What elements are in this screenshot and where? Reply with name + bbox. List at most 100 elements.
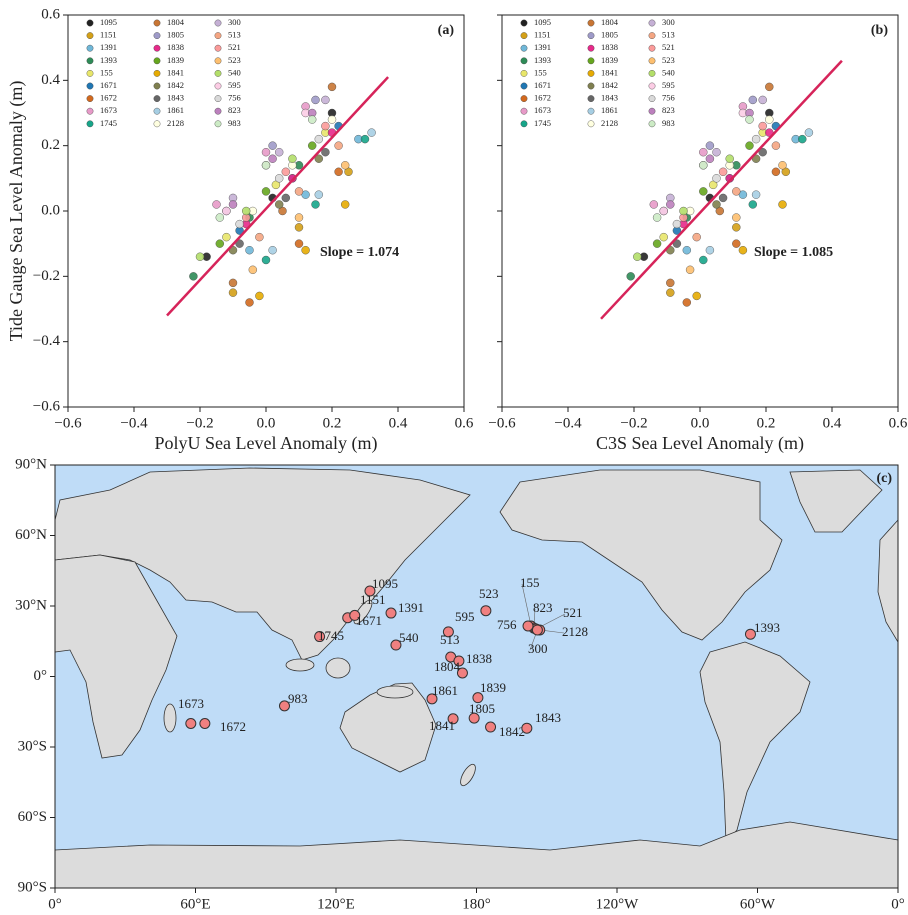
legend-label: 155 (534, 67, 547, 77)
legend-label: 540 (662, 67, 675, 77)
station-point (390, 639, 402, 651)
legend-label: 1673 (100, 105, 117, 115)
scatter-point (732, 223, 741, 232)
station-label: 1841 (429, 718, 455, 733)
legend-label: 1673 (534, 105, 551, 115)
station-label: 1861 (432, 683, 458, 698)
africa (54, 554, 178, 759)
legend-label: 1095 (534, 17, 551, 27)
legend-marker (86, 120, 94, 128)
legend-marker (153, 120, 161, 128)
scatter-point (633, 252, 642, 261)
station-point (364, 585, 376, 597)
y-tick-label: 0.0 (41, 202, 60, 218)
legend-label: 513 (228, 30, 241, 40)
scatter-point (666, 288, 675, 297)
station-label: 595 (455, 609, 475, 624)
x-tick-label: 0.0 (257, 415, 276, 431)
axes-frame (67, 14, 465, 408)
station-point (744, 628, 756, 640)
scatter-point (771, 167, 781, 177)
legend-marker (153, 19, 161, 27)
legend-label: 1745 (534, 118, 551, 128)
scatter-point (699, 161, 708, 170)
station-point (426, 693, 438, 705)
legend-label: 521 (228, 42, 241, 52)
legend-marker (520, 120, 528, 128)
x-tick-label: 0.4 (823, 415, 842, 431)
y-tick-label: 0.2 (41, 137, 60, 153)
scatter-point (765, 115, 774, 124)
scatter-point (692, 291, 701, 301)
legend-marker (648, 120, 656, 128)
legend-marker (86, 57, 94, 65)
legend-label: 1391 (534, 42, 551, 52)
scatter-point (327, 82, 337, 92)
scatter-point (745, 141, 754, 150)
scatter-point (327, 115, 337, 124)
legend-marker (214, 70, 222, 77)
map-base (54, 465, 899, 889)
legend-marker (153, 32, 161, 39)
station-label: 2128 (562, 624, 588, 639)
scatter-point (778, 200, 787, 209)
scatter-point (758, 95, 767, 105)
station-label: 523 (479, 586, 499, 601)
panel-label: (c) (876, 471, 892, 486)
scatter-point (294, 223, 304, 232)
legend-marker (520, 82, 528, 90)
scatter-point (682, 245, 691, 255)
scatter-point (725, 154, 734, 163)
station-label: 1838 (466, 651, 492, 666)
scatter-point (245, 245, 254, 255)
scatter-point (189, 272, 198, 281)
legend-label: 595 (662, 80, 675, 90)
legend-label: 983 (228, 118, 241, 128)
leader-line (521, 583, 532, 627)
x-tick-label: −0.2 (620, 415, 647, 431)
y-tick-label: −0.4 (33, 333, 61, 349)
station-point (472, 692, 484, 704)
scatter-point (281, 167, 290, 177)
station-point (485, 721, 497, 733)
legend-marker (214, 95, 222, 103)
legend-label: 1151 (534, 30, 551, 40)
scatter-point (334, 141, 343, 150)
scatter-point (626, 272, 635, 281)
legend-marker (86, 19, 94, 27)
scatter-point (765, 82, 774, 92)
legend-label: 1841 (601, 67, 618, 77)
x-tick-label: 60°W (740, 896, 776, 912)
scatter-point (732, 239, 741, 248)
legend-marker (587, 70, 595, 77)
legend-label: 523 (662, 55, 675, 65)
legend-label: 1838 (601, 42, 618, 52)
scatter-point (215, 239, 225, 248)
scatter-point (649, 200, 658, 209)
x-tick-label: 60°E (180, 896, 210, 912)
scatter-point (672, 219, 682, 229)
y-tick-label: 0.4 (41, 72, 60, 88)
scatter-point (275, 147, 284, 157)
legend-label: 1805 (167, 30, 184, 40)
scatter-point (241, 206, 251, 216)
legend-marker (587, 19, 595, 27)
y-tick-label: −0.6 (33, 398, 61, 414)
station-label: 983 (288, 691, 308, 706)
x-tick-label: 0.4 (389, 415, 408, 431)
legend-marker (648, 44, 656, 52)
legend-marker (214, 19, 222, 27)
x-tick-label: −0.6 (488, 415, 516, 431)
legend-marker (587, 82, 595, 90)
legend-marker (86, 107, 94, 115)
legend-label: 1839 (167, 55, 184, 65)
scatter-point (712, 200, 721, 209)
legend-marker (587, 44, 595, 52)
legend-marker (520, 107, 528, 115)
europe-east-edge (877, 518, 899, 644)
legend-marker (214, 44, 222, 52)
scatter-point (294, 213, 304, 222)
scatter-point (652, 239, 662, 248)
legend-label: 1839 (601, 55, 618, 65)
